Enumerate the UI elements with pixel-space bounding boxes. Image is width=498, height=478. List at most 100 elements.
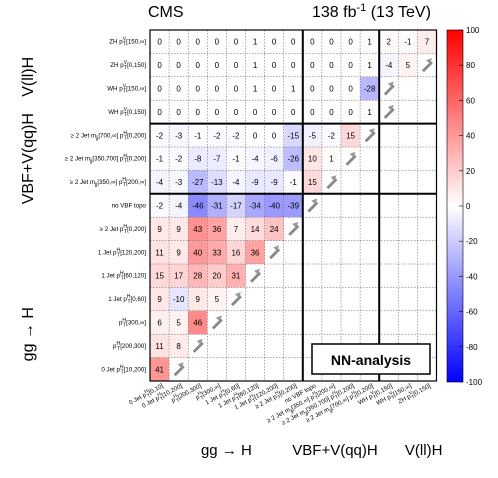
color-bar-tick: -80 <box>466 343 478 352</box>
heatmap-cell <box>264 100 284 124</box>
label-part: WH p <box>108 109 124 116</box>
label-part: H <box>233 391 239 398</box>
label-part: T <box>353 394 359 401</box>
heatmap-cell <box>226 100 246 124</box>
cell-value: 1 <box>291 85 296 94</box>
heatmap-cell <box>150 76 170 101</box>
color-bar-tick: 40 <box>466 132 475 141</box>
cell-value: 0 <box>196 85 201 94</box>
cell-value: -4 <box>385 61 393 70</box>
cell-value: 0 <box>329 61 334 70</box>
heatmap-cell <box>417 30 437 54</box>
cell-value: 36 <box>251 248 260 257</box>
heatmap-cell <box>207 53 227 77</box>
group-labels: gg → H VBF+V(qq)H V(ll)H gg → H VBF+V(qq)H V(… <box>20 57 442 459</box>
cell-value: 0 <box>272 61 277 70</box>
heatmap-cell <box>169 287 189 311</box>
cell-value: 0 <box>272 85 277 94</box>
cell-value: -26 <box>287 155 299 164</box>
cell-value: 0 <box>310 61 315 70</box>
diagonal-marker-icon <box>383 104 395 119</box>
label-part: 1 Jet p <box>108 296 127 303</box>
heatmap-cell <box>302 147 322 171</box>
cell-value: -1 <box>290 178 298 187</box>
heatmap-cell <box>169 170 189 194</box>
cell-value: 36 <box>212 225 221 234</box>
cell-value: 0 <box>157 61 162 70</box>
heatmap-cell <box>188 264 208 288</box>
heatmap-cells <box>150 30 437 381</box>
y-category-label: pH T[200,300] <box>113 341 146 352</box>
label-part: jj <box>89 159 92 165</box>
diagonal-marker-icon <box>421 58 433 73</box>
label-part: H <box>311 390 317 397</box>
heatmap-cell <box>226 217 246 241</box>
heatmap-cell <box>321 147 341 171</box>
cell-value: 9 <box>196 295 201 304</box>
cell-value: 10 <box>308 155 317 164</box>
heatmap-cell <box>398 30 418 54</box>
heatmap-cell <box>188 100 208 124</box>
heatmap-cell <box>283 123 303 147</box>
lumi-exponent: -1 <box>356 2 366 14</box>
label-part: H <box>350 390 356 397</box>
heatmap-cell <box>245 217 265 241</box>
cell-value: -28 <box>364 85 376 94</box>
heatmap-cell <box>226 123 246 147</box>
label-part: 1 Jet p <box>98 249 117 256</box>
cell-value: 0 <box>196 38 201 47</box>
heatmap-cell <box>321 123 341 147</box>
label-part: H <box>143 388 149 395</box>
label-part: ≥ 2 Jet m <box>70 179 95 186</box>
diagonal-marker-icon <box>307 198 319 213</box>
heatmap-cell <box>150 193 170 218</box>
heatmap-cell <box>341 123 361 147</box>
heatmap-cell <box>150 334 170 358</box>
cell-value: 15 <box>308 178 317 187</box>
label-part: ZH p <box>109 39 123 46</box>
label-part: [0,200] <box>127 226 146 233</box>
label-part: ≥ 2 Jet m <box>65 156 90 163</box>
cell-value: 5 <box>406 61 411 70</box>
heatmap-cell <box>245 76 265 101</box>
cell-value: 9 <box>157 225 162 234</box>
cell-value: 1 <box>253 85 258 94</box>
cell-value: -2 <box>328 131 336 140</box>
y-category-label: WH pV T[0,150] <box>108 107 146 118</box>
cell-value: 24 <box>270 225 279 234</box>
cell-value: 0 <box>329 108 334 117</box>
cell-value: 0 <box>157 85 162 94</box>
y-category-label: 1 Jet pH T[0,60] <box>108 294 146 305</box>
heatmap-cell <box>264 30 284 54</box>
heatmap-cell <box>226 264 246 288</box>
y-category-labels: 0 Jet pH T[10,200]pH T[200,300]pH T[300,∞]1… <box>65 37 147 376</box>
cell-value: 0 <box>157 108 162 117</box>
cell-value: 2 <box>387 38 392 47</box>
heatmap-cell <box>150 100 170 124</box>
cell-value: 0 <box>215 61 220 70</box>
heatmap-cell <box>150 30 170 54</box>
y-group-label: VBF+V(qq)H <box>20 113 37 204</box>
cell-value: 0 <box>234 38 239 47</box>
analysis-label: NN-analysis <box>331 352 411 368</box>
heatmap-cell <box>150 147 170 171</box>
cell-value: 0 <box>196 61 201 70</box>
cell-value: -10 <box>173 295 185 304</box>
label-part: T <box>314 395 320 402</box>
heatmap-cell <box>321 76 341 101</box>
heatmap-cell <box>169 334 189 358</box>
cell-value: -6 <box>271 155 279 164</box>
diagonal-marker-icon <box>173 362 185 377</box>
heatmap-cell <box>245 240 265 264</box>
color-bar-tick: 80 <box>466 61 475 70</box>
cell-value: 6 <box>157 319 162 328</box>
color-bar-tick: 0 <box>466 202 471 211</box>
label-part: ZH p <box>110 62 124 69</box>
cell-value: -39 <box>287 202 299 211</box>
heatmap-cell <box>283 147 303 171</box>
cell-value: -3 <box>175 131 183 140</box>
color-bar: -100 -80 -60 -40 -20 0 20 40 60 80 100 <box>446 26 483 387</box>
label-part: T <box>117 252 120 258</box>
label-part: [150,∞] <box>126 86 146 93</box>
